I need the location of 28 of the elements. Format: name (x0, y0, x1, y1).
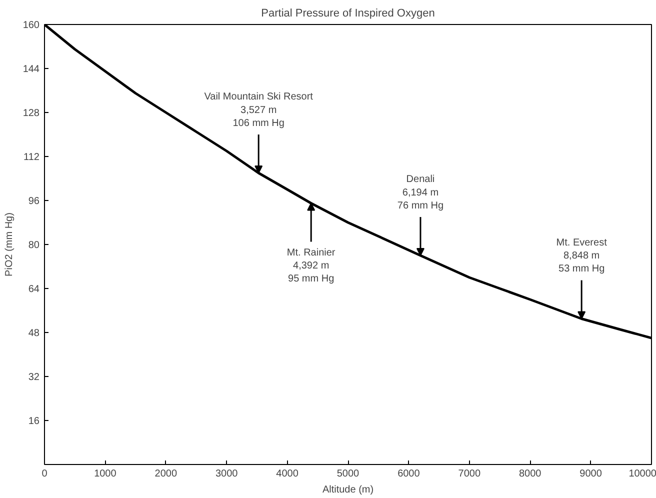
annotation: Mt. Everest 8,848 m 53 mm Hg (556, 237, 608, 275)
x-axis-title: Altitude (m) (322, 484, 374, 496)
x-tick-label: 5000 (336, 468, 360, 480)
annotation: Denali 6,194 m 76 mm Hg (397, 174, 444, 212)
x-tick-label: 10000 (628, 468, 656, 480)
x-tick-label: 7000 (458, 468, 481, 480)
x-tick-label: 4000 (276, 468, 299, 480)
x-tick-label: 0 (42, 468, 48, 480)
annotation: Vail Mountain Ski Resort 3,527 m 106 mm Hg (204, 92, 314, 129)
y-tick-label: 128 (22, 108, 40, 119)
x-tick-label: 9000 (580, 468, 602, 480)
y-tick-label: 96 (28, 196, 40, 207)
y-tick-label: 64 (28, 284, 40, 295)
chart-title: Partial Pressure of Inspired Oxygen (261, 8, 435, 20)
x-tick-label: 6000 (398, 468, 420, 480)
y-tick-label: 32 (28, 372, 40, 383)
y-axis-title: PiO2 (mm Hg) (4, 212, 15, 276)
x-tick-label: 1000 (94, 468, 117, 480)
x-tick-label: 3000 (215, 468, 238, 480)
y-tick-label: 160 (22, 20, 40, 31)
y-tick-label: 16 (28, 416, 40, 427)
y-tick-label: 112 (24, 152, 40, 163)
y-tick-label: 80 (28, 240, 40, 251)
x-tick-label: 2000 (154, 468, 178, 480)
x-tick-label: 8000 (518, 468, 542, 480)
y-tick-label: 48 (28, 328, 40, 339)
y-tick-label: 144 (22, 64, 40, 75)
annotation: Mt. Rainier 4,392 m 95 mm Hg (286, 247, 336, 285)
